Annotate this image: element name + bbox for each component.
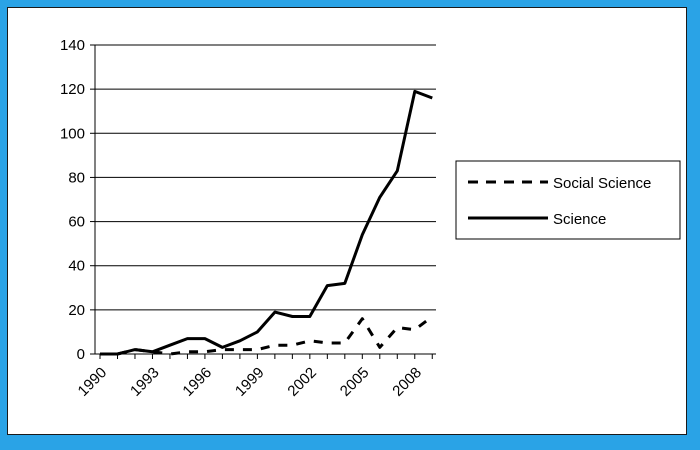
legend-label-science: Science: [553, 211, 606, 228]
x-tick-label: 2005: [337, 364, 373, 400]
y-tick-label: 40: [68, 258, 85, 275]
gridlines: [90, 44, 436, 355]
line-chart: 0 20 40 60 80 100 120 140 1990 1993 1996 1999 2002 2…: [60, 37, 681, 400]
y-axis-tick-labels: 0 20 40 60 80 100 120 140: [60, 37, 85, 363]
x-axis-tick-labels: 1990 1993 1996 1999 2002 2005 2008: [75, 364, 425, 400]
x-tick-label: 1990: [75, 364, 111, 400]
legend-box: [455, 160, 681, 240]
series-line-science: [100, 89, 433, 356]
axes: [94, 45, 436, 359]
y-tick-label: 0: [77, 346, 85, 363]
y-tick-label: 80: [68, 169, 85, 186]
y-tick-label: 60: [68, 214, 85, 231]
y-tick-label: 120: [60, 81, 85, 98]
series-lines: [100, 89, 434, 356]
chart-frame: 0 20 40 60 80 100 120 140 1990 1993 1996 1999 2002 2…: [7, 7, 687, 435]
x-tick-label: 1999: [232, 364, 268, 400]
x-tick-label: 2002: [284, 364, 320, 400]
y-tick-label: 20: [68, 302, 85, 319]
legend-label-social-science: Social Science: [553, 175, 651, 192]
x-tick-label: 1993: [127, 364, 163, 400]
x-tick-label: 2008: [389, 364, 425, 400]
y-tick-label: 140: [60, 37, 85, 54]
x-tick-label: 1996: [179, 364, 215, 400]
legend: Social Science Science: [455, 160, 681, 240]
y-tick-label: 100: [60, 125, 85, 142]
